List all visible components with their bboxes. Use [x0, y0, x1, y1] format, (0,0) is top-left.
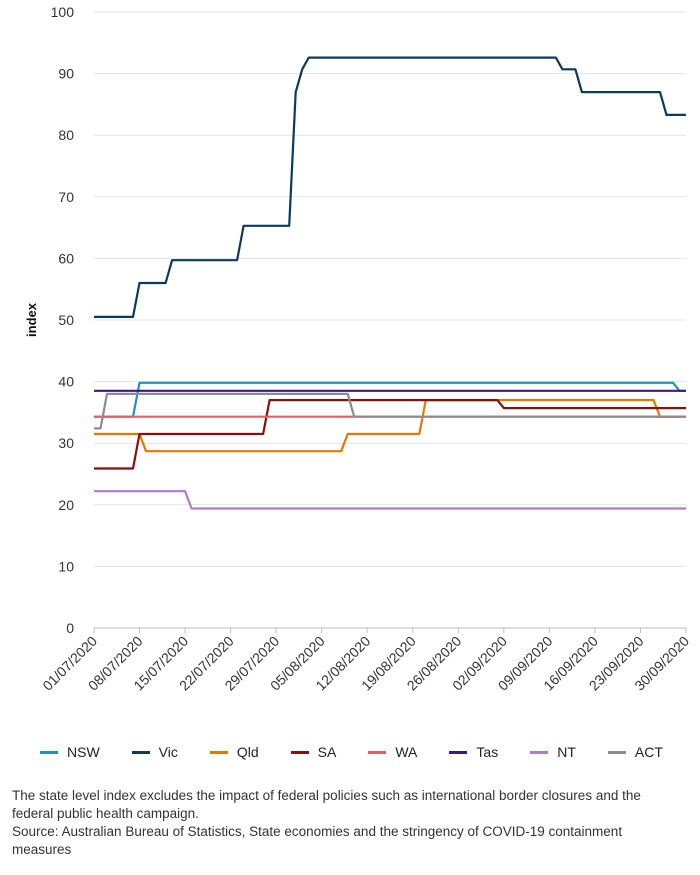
legend-label: Tas — [476, 744, 499, 760]
y-tick-label: 70 — [58, 189, 74, 205]
y-axis-label: index — [24, 302, 39, 337]
series-line-act — [94, 392, 686, 430]
legend-item-wa: WA — [368, 744, 417, 760]
legend-swatch — [368, 750, 387, 754]
y-tick-label: 0 — [66, 620, 74, 636]
y-tick-label: 30 — [58, 435, 74, 451]
legend-item-nsw: NSW — [40, 744, 100, 760]
y-tick-label: 90 — [58, 66, 74, 82]
legend-label: Vic — [158, 744, 178, 760]
line-chart: 0102030405060708090100index01/07/202008/… — [24, 4, 692, 694]
legend-label: NSW — [67, 744, 100, 760]
legend-swatch — [449, 750, 468, 754]
legend-label: Qld — [236, 744, 259, 760]
y-tick-label: 60 — [58, 250, 74, 266]
series-line-nt — [94, 490, 686, 510]
legend-swatch — [209, 750, 228, 754]
legend-label: ACT — [634, 744, 663, 760]
legend-swatch — [607, 750, 626, 754]
legend-label: NT — [557, 744, 576, 760]
legend-item-vic: Vic — [131, 744, 178, 760]
legend-item-nt: NT — [530, 744, 576, 760]
y-tick-label: 20 — [58, 497, 74, 513]
legend-swatch — [530, 750, 549, 754]
y-tick-label: 10 — [58, 558, 74, 574]
legend-item-tas: Tas — [449, 744, 498, 760]
y-tick-label: 80 — [58, 127, 74, 143]
footnote-note: The state level index excludes the impac… — [12, 788, 641, 821]
y-tick-label: 40 — [58, 374, 74, 390]
legend-swatch — [131, 750, 150, 754]
legend-swatch — [40, 750, 58, 754]
legend-label: SA — [317, 744, 337, 760]
chart-area: 0 10 20 30 40 50 60 70 80 90 100 index 01/07/2020 08/… — [24, 4, 692, 694]
y-tick-label: 100 — [51, 4, 75, 20]
legend: NSW Vic Qld SA WA Tas NT ACT — [40, 740, 680, 764]
footnote-source: Source: Australian Bureau of Statistics,… — [12, 824, 623, 857]
legend-swatch — [290, 750, 309, 754]
legend-item-qld: Qld — [209, 744, 259, 760]
legend-item-act: ACT — [607, 744, 663, 760]
legend-item-sa: SA — [290, 744, 337, 760]
y-tick-label: 50 — [58, 312, 74, 328]
footnote: The state level index excludes the impac… — [12, 787, 682, 859]
legend-label: WA — [395, 744, 418, 760]
series-line-vic — [94, 56, 686, 318]
